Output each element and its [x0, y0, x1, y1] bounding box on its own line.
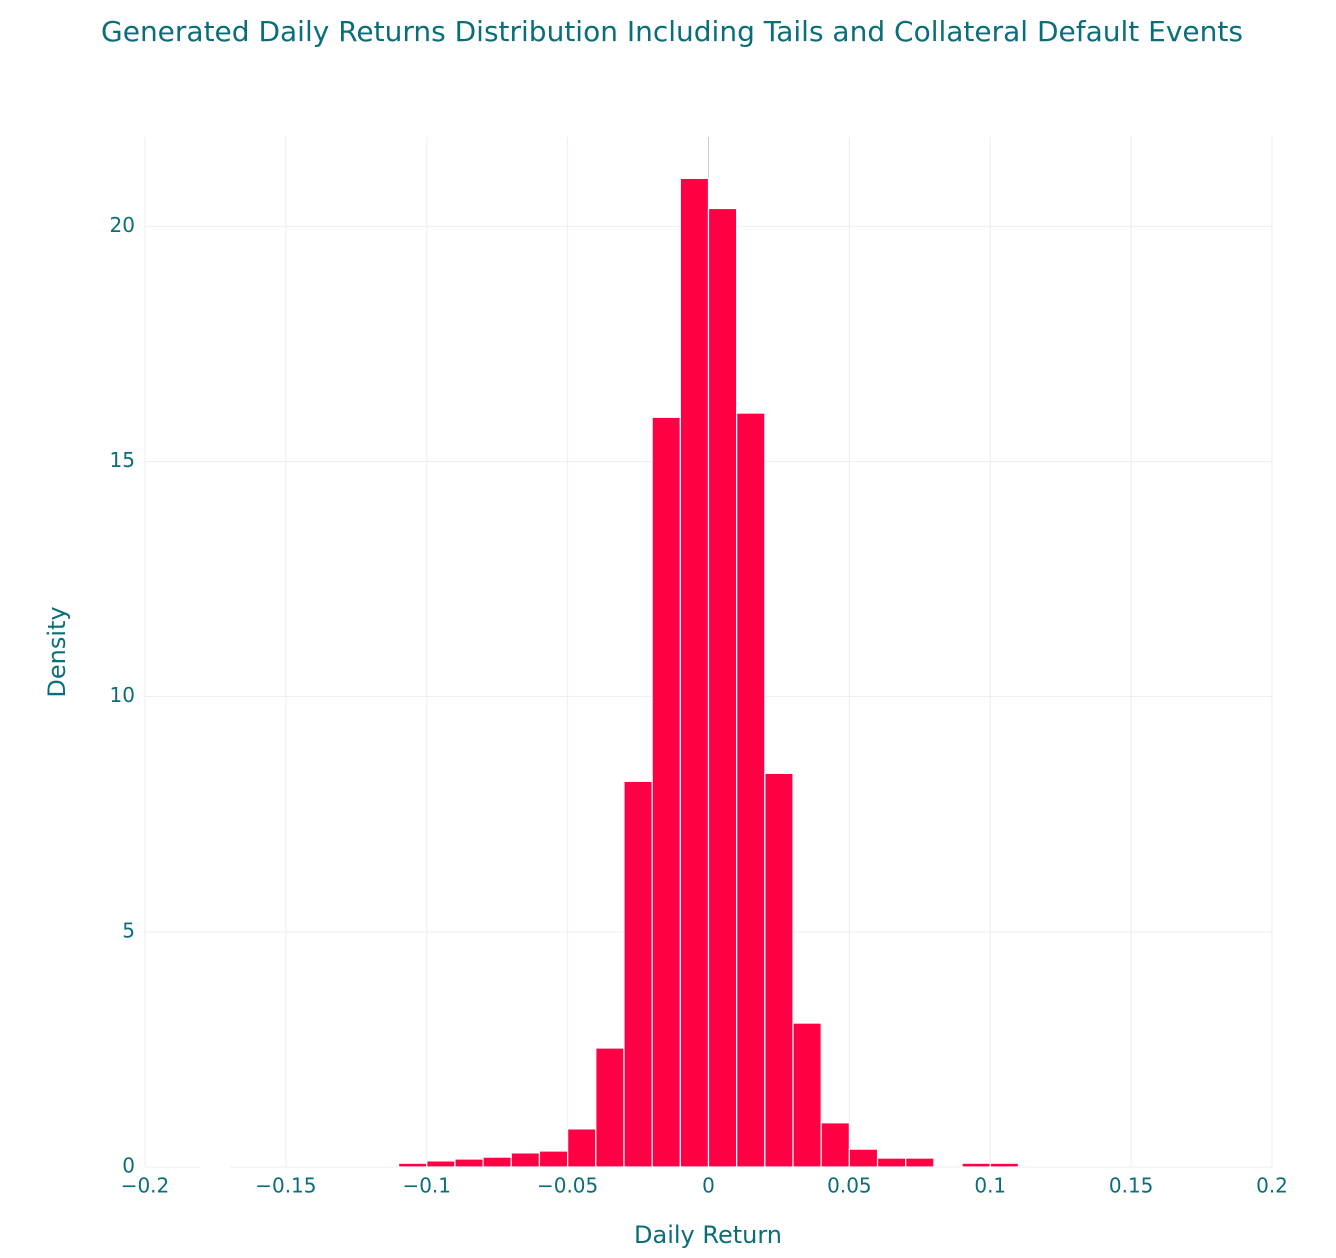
chart-title: Generated Daily Returns Distribution Inc…: [101, 15, 1243, 48]
y-tick-label: 20: [110, 213, 135, 237]
x-tick-label: 0.1: [974, 1174, 1006, 1198]
bar: [848, 1148, 879, 1168]
bar: [482, 1156, 512, 1168]
x-tick-label: 0.15: [1109, 1174, 1154, 1198]
bar: [454, 1158, 484, 1168]
bar: [792, 1022, 822, 1168]
y-tick-label: 10: [110, 683, 135, 707]
bar: [961, 1162, 991, 1168]
bar: [426, 1160, 456, 1168]
bar: [989, 1162, 1020, 1168]
bar: [707, 207, 738, 1168]
bar: [397, 1162, 428, 1168]
bar: [736, 412, 766, 1168]
x-tick-label: −0.2: [121, 1174, 170, 1198]
bar: [679, 177, 710, 1168]
y-tick-label: 15: [110, 448, 135, 472]
bar: [200, 1165, 231, 1168]
x-tick-label: −0.05: [537, 1174, 598, 1198]
bar: [764, 772, 794, 1168]
x-tick-label: −0.15: [255, 1174, 316, 1198]
x-tick-label: 0.2: [1256, 1174, 1288, 1198]
bar: [905, 1157, 935, 1168]
bar: [876, 1157, 907, 1168]
bar: [820, 1122, 850, 1168]
y-axis-label: Density: [43, 606, 71, 697]
y-tick-label: 5: [122, 918, 135, 942]
bar: [567, 1128, 597, 1168]
bar: [510, 1152, 541, 1168]
bar: [538, 1150, 569, 1168]
bar: [595, 1047, 625, 1168]
y-tick-label: 0: [122, 1154, 135, 1178]
x-tick-label: 0.05: [827, 1174, 872, 1198]
x-axis-label: Daily Return: [634, 1221, 782, 1249]
x-tick-label: 0: [702, 1174, 715, 1198]
bar: [651, 416, 681, 1168]
x-tick-label: −0.1: [402, 1174, 451, 1198]
bar: [623, 780, 653, 1168]
